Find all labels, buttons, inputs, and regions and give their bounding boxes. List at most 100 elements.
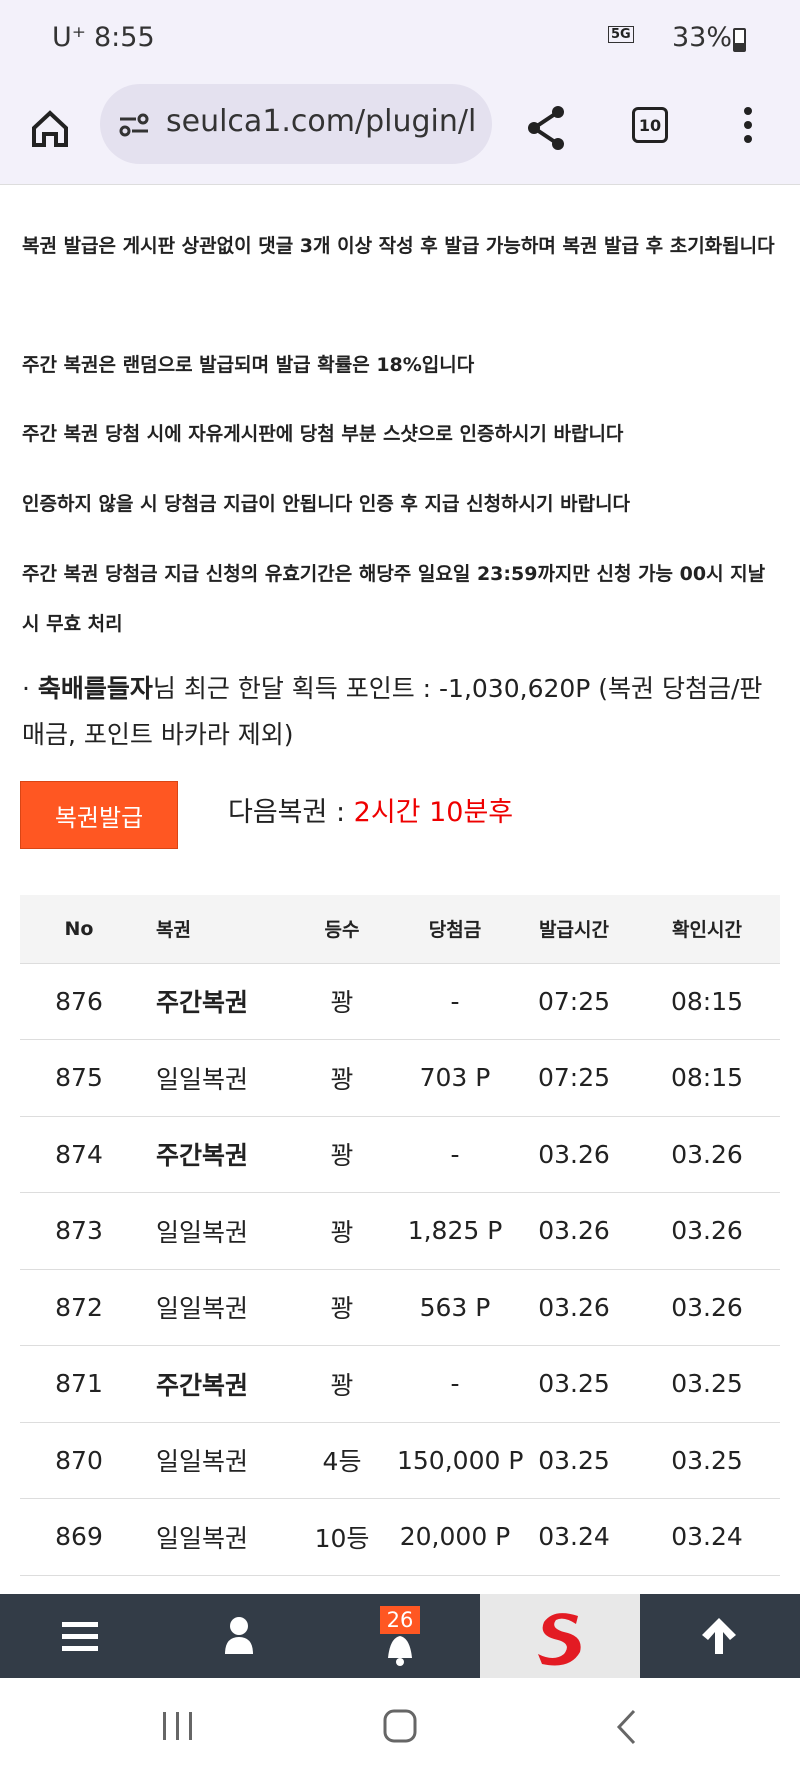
table-cell: 07:25 — [514, 963, 634, 1040]
column-header: 당첨금 — [396, 895, 514, 964]
table-row: 876 주간복권 꽝 -07:25 08:15 — [20, 963, 780, 1040]
network: 5G — [608, 26, 634, 43]
home-icon[interactable] — [28, 106, 72, 150]
table-cell: 03.25 — [514, 1345, 634, 1423]
carrier: U⁺ — [52, 22, 87, 53]
table-cell: - — [396, 963, 514, 1040]
table-cell: 꽝 — [288, 1345, 396, 1423]
table-cell: 일일복권 — [138, 1039, 288, 1117]
table-cell: 03.24 — [514, 1498, 634, 1576]
table-cell: 꽝 — [288, 1269, 396, 1346]
user-button[interactable] — [224, 1616, 254, 1654]
table-cell: - — [396, 1345, 514, 1423]
column-header: 발급시간 — [514, 895, 634, 964]
recent-apps[interactable] — [160, 1708, 196, 1744]
top-button[interactable] — [700, 1616, 738, 1656]
table-cell: 875 — [20, 1039, 138, 1117]
table-cell: 874 — [20, 1116, 138, 1193]
table-row: 874 주간복권 꽝 -03.26 03.26 — [20, 1116, 780, 1193]
table-row: 869 일일복권 10등 20,000 P 03.24 03.24 — [20, 1498, 780, 1576]
header-row: No 복권 등수 당첨금 발급시간 확인시간 — [20, 895, 780, 964]
table-cell: 703 P — [396, 1039, 514, 1117]
table-cell: 꽝 — [288, 1039, 396, 1117]
logo — [538, 1613, 581, 1666]
column-header: 등수 — [288, 895, 396, 964]
table-cell: 꽝 — [288, 963, 396, 1040]
user-name: 축배를들자 — [37, 674, 153, 703]
url: seulca1.com/plugin/l — [166, 104, 477, 139]
status-bar: U⁺ 8:55 5G 33% — [0, 0, 800, 80]
menu-icon[interactable] — [740, 106, 756, 146]
column-header: No — [20, 895, 138, 964]
table-row: 871 주간복권 꽝 -03.25 03.25 — [20, 1345, 780, 1423]
alarm-button[interactable] — [382, 1628, 418, 1668]
lottery-table: No 복권 등수 당첨금 발급시간 확인시간 876 주간복권 꽝 -07:25 08:15 875… — [20, 895, 780, 1576]
table-cell: 563 P — [396, 1269, 514, 1346]
table-body: 876 주간복권 꽝 -07:25 08:15 875 일일복권 꽝 703 P 07:25 08:… — [20, 963, 780, 1576]
table-cell: 03.26 — [634, 1192, 780, 1270]
table-cell: 일일복권 — [138, 1269, 288, 1346]
table-row: 870 일일복권 4등 150,000 P 03.25 03.25 — [20, 1422, 780, 1499]
home-nav[interactable] — [382, 1708, 418, 1744]
notice: 주간 복권 당첨금 지급 신청의 유효기간은 해당주 일요일 23:59까지만 … — [22, 563, 766, 635]
table-cell: 03.25 — [634, 1345, 780, 1423]
table-cell: 876 — [20, 963, 138, 1040]
table-cell: 주간복권 — [138, 963, 288, 1040]
table-cell: 4등 — [288, 1422, 396, 1499]
notice: 복권 발급은 게시판 상관없이 댓글 3개 이상 작성 후 발급 가능하며 복권… — [22, 235, 775, 257]
table-cell: 03.25 — [514, 1422, 634, 1499]
table-cell: 일일복권 — [138, 1498, 288, 1576]
next-lottery: 다음복권 : 2시간 10분후 — [228, 790, 513, 829]
table-cell: 03.26 — [634, 1116, 780, 1193]
table-cell: 일일복권 — [138, 1192, 288, 1270]
bottom-nav: 26 — [0, 1594, 800, 1678]
table-cell: 주간복권 — [138, 1345, 288, 1423]
table-row: 872 일일복권 꽝 563 P 03.26 03.26 — [20, 1269, 780, 1346]
table-cell: 869 — [20, 1498, 138, 1576]
table-cell: 03.26 — [514, 1269, 634, 1346]
url-bar[interactable]: seulca1.com/plugin/l — [100, 84, 492, 164]
table-cell: 1,825 P — [396, 1192, 514, 1270]
alarm-badge: 26 — [380, 1606, 420, 1634]
table-cell: 03.25 — [634, 1422, 780, 1499]
tab-count[interactable]: 10 — [632, 107, 668, 143]
menu-button[interactable] — [62, 1620, 98, 1654]
share-icon[interactable] — [524, 104, 568, 152]
table-cell: 08:15 — [634, 1039, 780, 1117]
notice: 주간 복권은 랜덤으로 발급되며 발급 확률은 18%입니다 — [22, 354, 475, 376]
table-cell: 872 — [20, 1269, 138, 1346]
site-icon — [119, 113, 149, 137]
table-cell: 꽝 — [288, 1192, 396, 1270]
table-cell: 03.26 — [634, 1269, 780, 1346]
time: 8:55 — [94, 22, 155, 53]
table-cell: 873 — [20, 1192, 138, 1270]
issue-button[interactable]: 복권발급 — [20, 781, 178, 849]
table-cell: 150,000 P — [396, 1422, 523, 1499]
back-nav[interactable] — [612, 1708, 640, 1746]
table-cell: 870 — [20, 1422, 138, 1499]
table-cell: - — [396, 1116, 514, 1193]
bullet: · — [22, 674, 30, 703]
notice: 주간 복권 당첨 시에 자유게시판에 당첨 부분 스샷으로 인증하시기 바랍니다 — [22, 423, 624, 445]
table-cell: 꽝 — [288, 1116, 396, 1193]
table-cell: 03.26 — [514, 1116, 634, 1193]
points-text: 님 최근 한달 획득 포인트 : -1,030,620P (복권 당첨금/판매금… — [22, 674, 763, 749]
notice: 인증하지 않을 시 당첨금 지급이 안됩니다 인증 후 지급 신청하시기 바랍니… — [22, 493, 631, 515]
battery: 33% — [672, 22, 733, 53]
table-cell: 08:15 — [634, 963, 780, 1040]
next-value: 2시간 10분후 — [353, 797, 514, 828]
table-cell: 03.24 — [634, 1498, 780, 1576]
table-cell: 일일복권 — [138, 1422, 288, 1499]
table-cell: 주간복권 — [138, 1116, 288, 1193]
table-cell: 20,000 P — [396, 1498, 514, 1576]
battery-icon — [733, 28, 746, 52]
android-nav — [0, 1678, 800, 1778]
table-cell: 03.26 — [514, 1192, 634, 1270]
table-cell: 871 — [20, 1345, 138, 1423]
logo-button[interactable] — [480, 1594, 640, 1678]
browser-bar: seulca1.com/plugin/l 10 — [0, 80, 800, 185]
column-header: 복권 — [138, 895, 288, 964]
table-cell: 07:25 — [514, 1039, 634, 1117]
table-row: 873 일일복권 꽝 1,825 P 03.26 03.26 — [20, 1192, 780, 1270]
